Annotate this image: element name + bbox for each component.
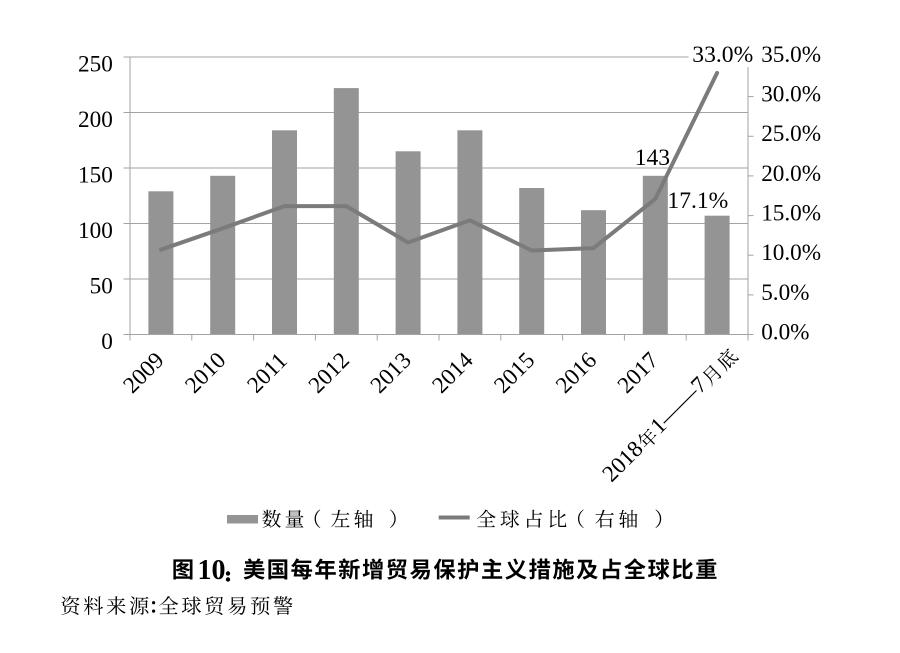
svg-text:5.0%: 5.0%: [761, 280, 809, 306]
svg-text:33.0%: 33.0%: [692, 42, 753, 68]
svg-text:0: 0: [101, 329, 113, 355]
svg-text:17.1%: 17.1%: [667, 188, 728, 214]
svg-text:0.0%: 0.0%: [761, 319, 809, 345]
svg-text:35.0%: 35.0%: [761, 42, 821, 68]
svg-text:143: 143: [635, 145, 670, 171]
svg-text:10: 10: [198, 555, 226, 586]
svg-text:150: 150: [78, 162, 113, 188]
svg-text:25.0%: 25.0%: [761, 121, 821, 147]
svg-text:10.0%: 10.0%: [761, 240, 821, 266]
svg-text:15.0%: 15.0%: [761, 201, 821, 227]
svg-text:200: 200: [78, 107, 113, 133]
svg-text:50: 50: [90, 273, 113, 299]
svg-text:100: 100: [78, 218, 113, 244]
svg-text:250: 250: [78, 51, 113, 77]
svg-text:30.0%: 30.0%: [761, 82, 821, 108]
svg-text:20.0%: 20.0%: [761, 161, 821, 187]
